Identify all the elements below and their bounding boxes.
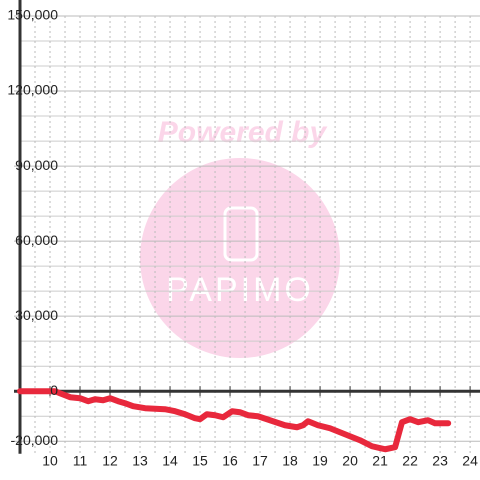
y-tick-label: 0	[50, 382, 58, 398]
grid	[14, 0, 480, 454]
x-tick-label: 19	[312, 453, 328, 469]
x-tick-label: 23	[432, 453, 448, 469]
x-tick-label: 17	[252, 453, 268, 469]
x-tick-label: 11	[73, 453, 88, 469]
y-tick-label: 90,000	[15, 157, 58, 173]
y-tick-label: 30,000	[15, 307, 58, 323]
x-tick-label: 15	[192, 453, 208, 469]
x-tick-label: 21	[372, 453, 388, 469]
x-tick-label: 22	[402, 453, 418, 469]
y-tick-label: 60,000	[15, 232, 58, 248]
x-tick-label: 12	[102, 453, 118, 469]
x-tick-label: 13	[132, 453, 148, 469]
x-tick-label: 14	[162, 453, 178, 469]
x-tick-label: 18	[282, 453, 298, 469]
x-tick-label: 24	[462, 453, 478, 469]
watermark-logo: PAPIMO	[166, 271, 314, 309]
x-tick-label: 10	[42, 453, 58, 469]
series-line	[17, 388, 452, 453]
y-tick-label: 150,000	[7, 7, 58, 23]
watermark-text: Powered by	[158, 116, 328, 149]
marks	[17, 388, 452, 453]
x-tick-label: 20	[342, 453, 358, 469]
y-tick-label: 120,000	[7, 82, 58, 98]
x-tick-label: 16	[222, 453, 238, 469]
phone-icon	[223, 206, 259, 262]
y-tick-label: -20,000	[11, 432, 59, 448]
